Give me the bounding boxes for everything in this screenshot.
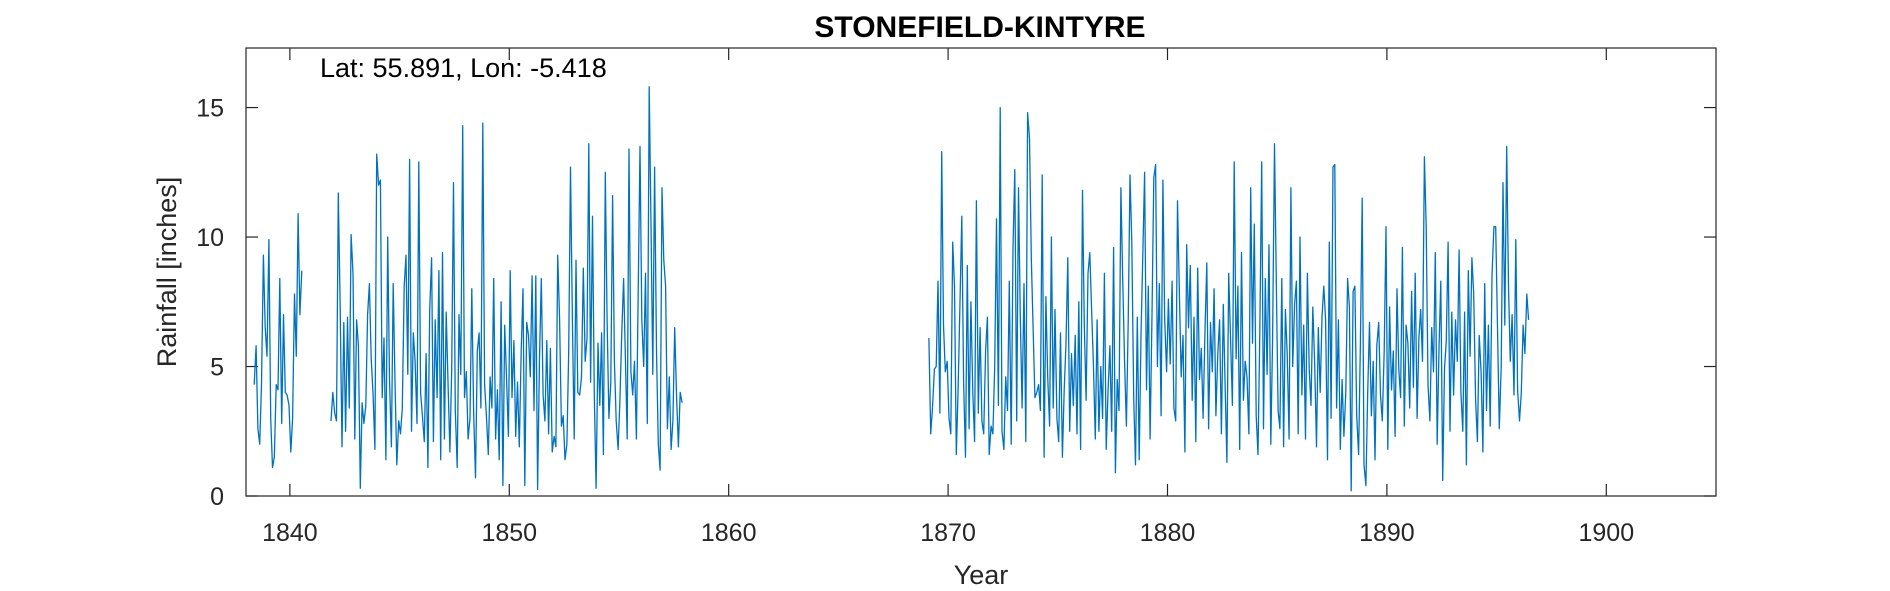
plot-area (245, 47, 1717, 497)
x-tick-label-1860: 1860 (701, 519, 757, 547)
x-tick-label-1890: 1890 (1359, 519, 1415, 547)
chart-title: STONEFIELD-KINTYRE (814, 11, 1145, 44)
x-axis-title: Year (954, 560, 1009, 590)
rainfall-series (253, 86, 1530, 492)
x-tick-label-1900: 1900 (1578, 519, 1634, 547)
y-tick-label-0: 0 (210, 483, 224, 511)
y-tick-label-5: 5 (210, 354, 224, 382)
x-tick-label-1880: 1880 (1140, 519, 1196, 547)
x-tick-label-1850: 1850 (481, 519, 537, 547)
series-line-segment-0 (253, 213, 303, 469)
x-axis: 1840 1850 1860 1870 1880 1890 1900 (262, 48, 1634, 547)
y-axis: 0 5 10 15 (196, 95, 1716, 511)
y-tick-label-10: 10 (196, 224, 224, 252)
y-tick-label-15: 15 (196, 95, 224, 123)
location-annotation: Lat: 55.891, Lon: -5.418 (320, 53, 607, 83)
x-tick-label-1870: 1870 (920, 519, 976, 547)
y-axis-title: Rainfall [inches] (152, 177, 182, 368)
series-line-segment-1 (330, 86, 683, 491)
series-line-segment-2 (928, 106, 1530, 492)
x-tick-label-1840: 1840 (262, 519, 318, 547)
